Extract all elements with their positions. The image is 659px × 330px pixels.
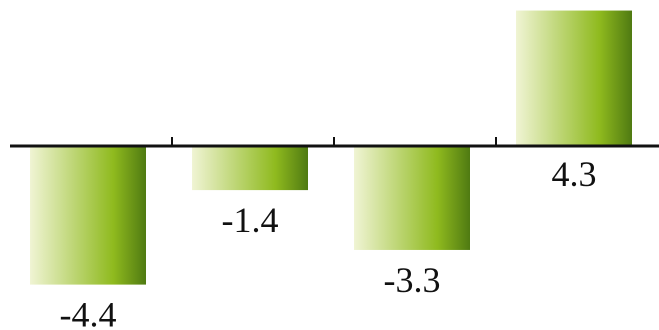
bar-value-label: -4.4 (60, 295, 117, 330)
bars-group (30, 10, 632, 285)
bar (30, 146, 146, 285)
x-axis (10, 137, 659, 148)
bar (192, 146, 308, 191)
bar (516, 10, 632, 146)
bar-value-label: -1.4 (222, 200, 279, 240)
bar (354, 146, 470, 250)
data-labels-group: -4.4 -1.4 -3.3 4.3 (60, 154, 597, 330)
bar-value-label: -3.3 (384, 260, 441, 300)
bar-value-label: 4.3 (552, 154, 597, 194)
